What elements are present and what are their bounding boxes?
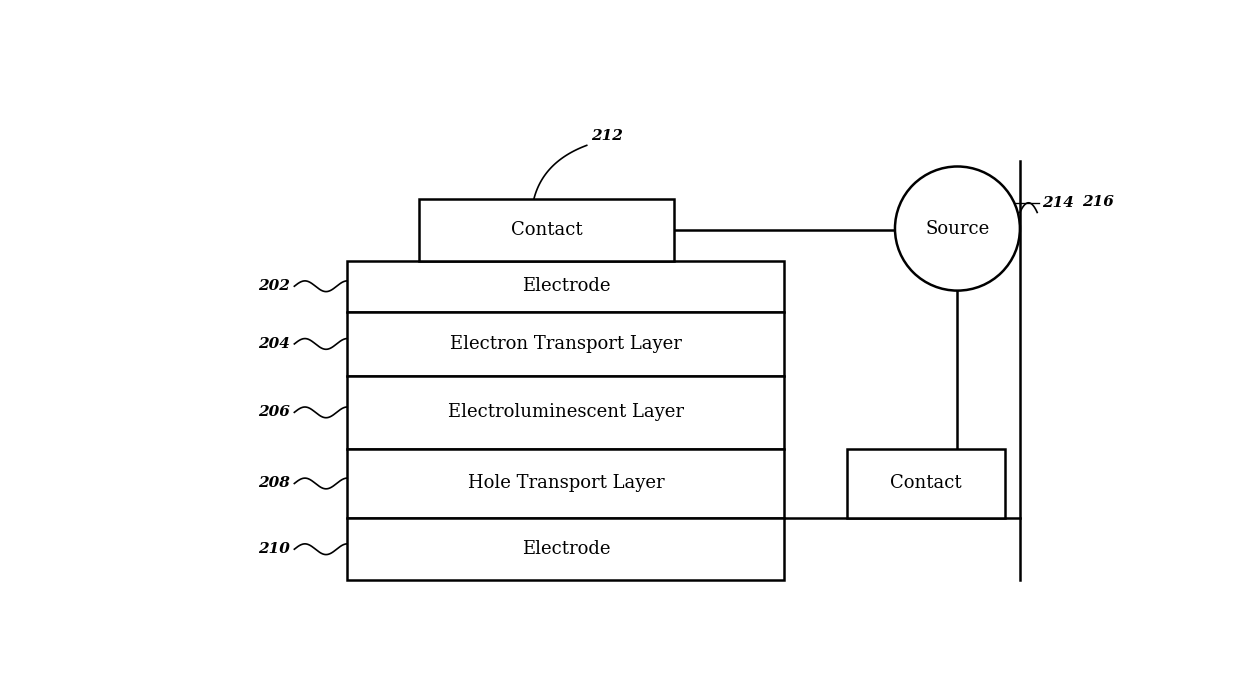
Text: Source: Source (925, 220, 990, 238)
Text: Electrode: Electrode (522, 277, 610, 296)
FancyBboxPatch shape (847, 449, 1006, 519)
FancyBboxPatch shape (347, 519, 785, 580)
Text: Electroluminescent Layer: Electroluminescent Layer (448, 404, 683, 422)
Text: 206: 206 (258, 406, 290, 420)
Text: Contact: Contact (511, 221, 583, 239)
FancyBboxPatch shape (347, 449, 785, 519)
Text: Electron Transport Layer: Electron Transport Layer (450, 335, 682, 353)
FancyBboxPatch shape (347, 376, 785, 449)
Ellipse shape (895, 167, 1019, 291)
Text: 216: 216 (1083, 194, 1115, 208)
Text: Electrode: Electrode (522, 540, 610, 558)
Text: 202: 202 (258, 279, 290, 293)
Text: 208: 208 (258, 477, 290, 491)
FancyBboxPatch shape (419, 199, 675, 261)
Text: Hole Transport Layer: Hole Transport Layer (467, 475, 665, 493)
FancyBboxPatch shape (347, 312, 785, 376)
Text: 210: 210 (258, 542, 290, 556)
Text: Contact: Contact (890, 475, 962, 493)
Text: 212: 212 (591, 129, 624, 143)
Text: 204: 204 (258, 337, 290, 351)
Text: 214: 214 (1042, 196, 1074, 210)
FancyBboxPatch shape (347, 261, 785, 312)
